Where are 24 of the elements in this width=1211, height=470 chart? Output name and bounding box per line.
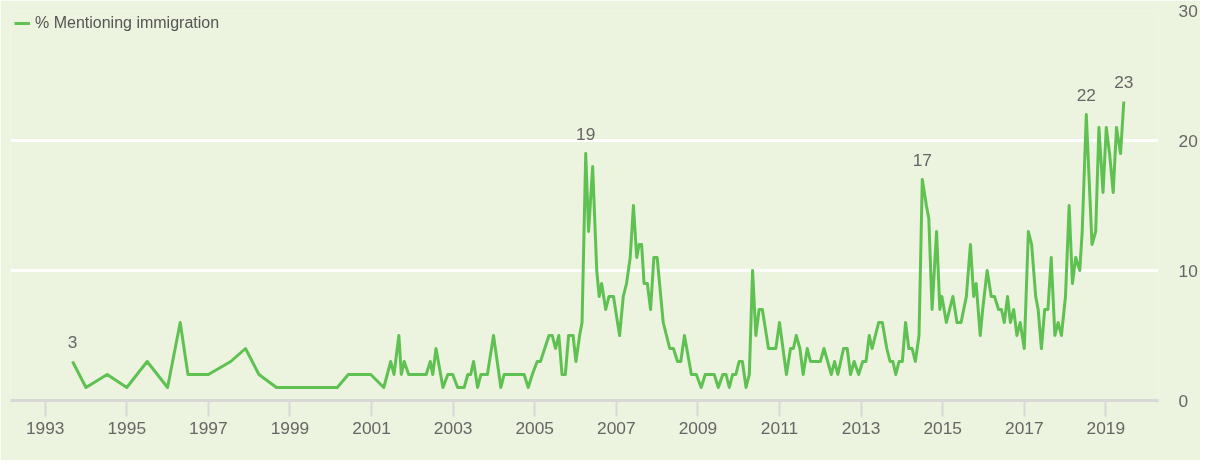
y-tick-label: 20 xyxy=(1178,130,1198,151)
y-tick-label: 10 xyxy=(1178,260,1198,281)
x-tick-label: 1995 xyxy=(107,417,147,438)
x-tick-label: 1997 xyxy=(189,417,228,438)
annotation: 3 xyxy=(67,331,78,352)
x-tick-label: 2011 xyxy=(760,417,799,438)
annotation: 22 xyxy=(1076,84,1096,105)
x-tick-label: 2003 xyxy=(433,417,473,438)
x-tick-label: 2001 xyxy=(352,417,391,438)
x-tick-label: 1993 xyxy=(25,417,65,438)
x-tick-label: 2017 xyxy=(1005,417,1044,438)
x-tick-label: 2005 xyxy=(515,417,555,438)
x-tick-label: 2013 xyxy=(841,417,881,438)
x-tick-label: 2009 xyxy=(678,417,718,438)
x-tick-label: 2019 xyxy=(1086,417,1126,438)
x-tick-label: 1999 xyxy=(270,417,310,438)
legend-label: % Mentioning immigration xyxy=(35,14,220,32)
y-tick-label: 30 xyxy=(1178,0,1198,21)
annotation: 23 xyxy=(1114,71,1134,92)
x-tick-label: 2007 xyxy=(597,417,636,438)
y-tick-label: 0 xyxy=(1178,390,1189,411)
x-tick-label: 2015 xyxy=(923,417,962,438)
annotation: 19 xyxy=(576,123,596,144)
annotation: 17 xyxy=(912,149,932,170)
